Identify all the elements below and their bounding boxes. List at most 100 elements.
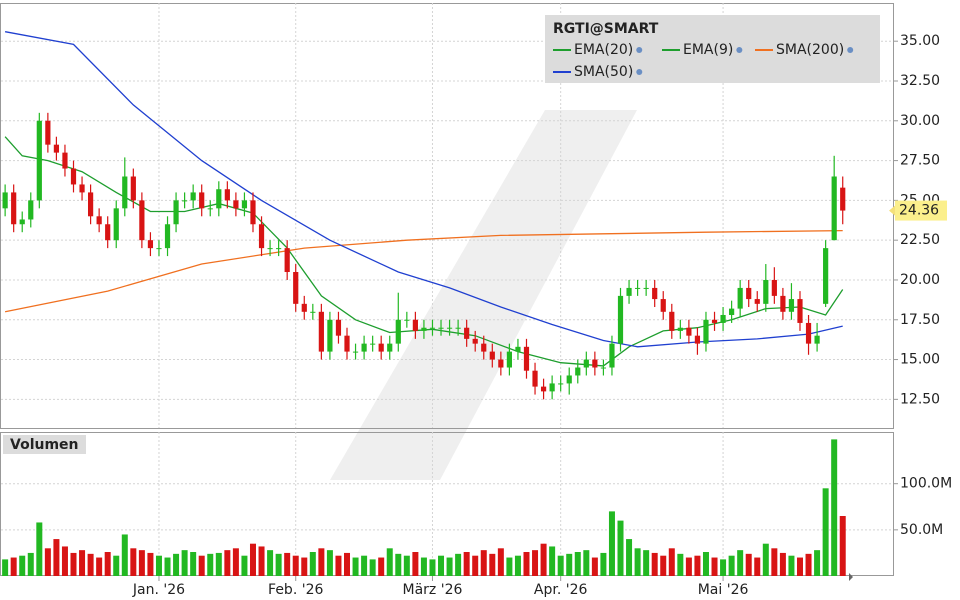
candle-body xyxy=(609,343,615,368)
x-tick-label: Feb. '26 xyxy=(268,582,323,598)
candle-body xyxy=(805,322,812,344)
volume-bar xyxy=(352,557,359,576)
candle-body xyxy=(87,192,94,217)
candle-body xyxy=(583,359,589,368)
candle-body xyxy=(224,189,230,201)
candle-body xyxy=(763,279,769,304)
candle-body xyxy=(113,208,119,241)
volume-bar xyxy=(702,552,709,576)
volume-bar xyxy=(737,550,744,576)
candle-body xyxy=(840,187,846,211)
candle-body xyxy=(523,346,530,371)
candle-body xyxy=(122,176,128,209)
volume-bar xyxy=(694,555,701,576)
candle-body xyxy=(540,386,547,392)
volume-bar xyxy=(190,552,197,576)
candle-body xyxy=(156,248,162,250)
volume-bar xyxy=(574,552,581,576)
legend-toggle[interactable] xyxy=(636,69,643,75)
volume-bar xyxy=(514,555,521,576)
candle-body xyxy=(780,295,786,312)
candle-body xyxy=(378,343,384,352)
last-price-label: 24.36 xyxy=(899,203,939,219)
volume-bar xyxy=(361,555,368,576)
volume-bar xyxy=(720,559,727,576)
volume-bar xyxy=(96,557,103,576)
volume-bar xyxy=(326,550,333,576)
volume-bar xyxy=(61,546,68,576)
candle-body xyxy=(549,383,555,392)
x-tick-label: Apr. '26 xyxy=(534,582,588,598)
candle-body xyxy=(105,224,111,241)
volume-bar xyxy=(386,548,393,576)
volume-bar xyxy=(634,548,641,576)
candle-body xyxy=(233,200,239,209)
volume-bar xyxy=(207,553,214,576)
candle-body xyxy=(617,295,624,344)
candle-body xyxy=(686,327,692,336)
candle-body xyxy=(216,189,222,209)
volume-bar xyxy=(70,552,77,576)
scroll-arrow[interactable] xyxy=(849,573,853,581)
candle-body xyxy=(652,287,658,300)
indicator-line xyxy=(4,31,843,348)
volume-bar xyxy=(19,555,26,576)
volume-bar xyxy=(147,552,154,576)
volume-bar xyxy=(79,550,86,576)
candle-body xyxy=(53,144,60,153)
volume-bar xyxy=(506,557,513,576)
candle-body xyxy=(660,299,666,312)
candle-body xyxy=(455,327,461,329)
candle-body xyxy=(446,327,453,329)
candle-body xyxy=(472,338,478,344)
candle-body xyxy=(831,176,837,241)
volume-bar xyxy=(138,550,145,576)
candle-body xyxy=(669,311,675,331)
candle-body xyxy=(335,319,342,336)
volume-bar xyxy=(617,520,624,576)
price-panel xyxy=(0,3,894,429)
candle-body xyxy=(566,375,572,384)
volume-bar xyxy=(523,552,530,576)
volume-bar xyxy=(275,553,282,576)
candle-body xyxy=(276,248,282,250)
candle-body xyxy=(19,219,25,225)
volume-bar xyxy=(438,555,445,576)
candle-body xyxy=(481,343,487,352)
volume-bar xyxy=(660,555,667,576)
volume-bar xyxy=(814,550,821,576)
volume-bar xyxy=(104,552,111,576)
candle-body xyxy=(28,200,34,220)
candle-body xyxy=(788,299,795,312)
candle-body xyxy=(754,299,760,304)
candle-body xyxy=(558,383,564,385)
candle-body xyxy=(241,200,248,209)
watermark xyxy=(330,110,637,480)
volume-bar xyxy=(241,555,248,576)
legend-toggle[interactable] xyxy=(636,47,643,53)
last-price-pointer xyxy=(889,205,895,216)
candle-body xyxy=(797,299,803,323)
candle-body xyxy=(36,120,42,201)
y-tick-label: 35.00 xyxy=(900,33,940,49)
legend-title: RGTI@SMART xyxy=(553,21,659,37)
legend-toggle[interactable] xyxy=(736,47,743,53)
y-tick-label: 15.00 xyxy=(900,352,940,368)
candle-body xyxy=(489,351,495,360)
legend-label: EMA(9) xyxy=(683,42,733,58)
candle-body xyxy=(164,224,171,249)
volume-bar xyxy=(87,553,94,576)
volume-bar xyxy=(121,534,128,576)
volume-bar xyxy=(779,552,786,576)
legend-toggle[interactable] xyxy=(847,47,854,53)
volume-bar xyxy=(762,543,769,576)
candle-body xyxy=(70,168,77,185)
volume-bar xyxy=(181,550,188,576)
candle-body xyxy=(182,200,188,202)
candle-body xyxy=(2,192,8,209)
volume-bar xyxy=(591,557,598,576)
volume-bar xyxy=(249,543,256,576)
volume-bar xyxy=(301,557,308,576)
